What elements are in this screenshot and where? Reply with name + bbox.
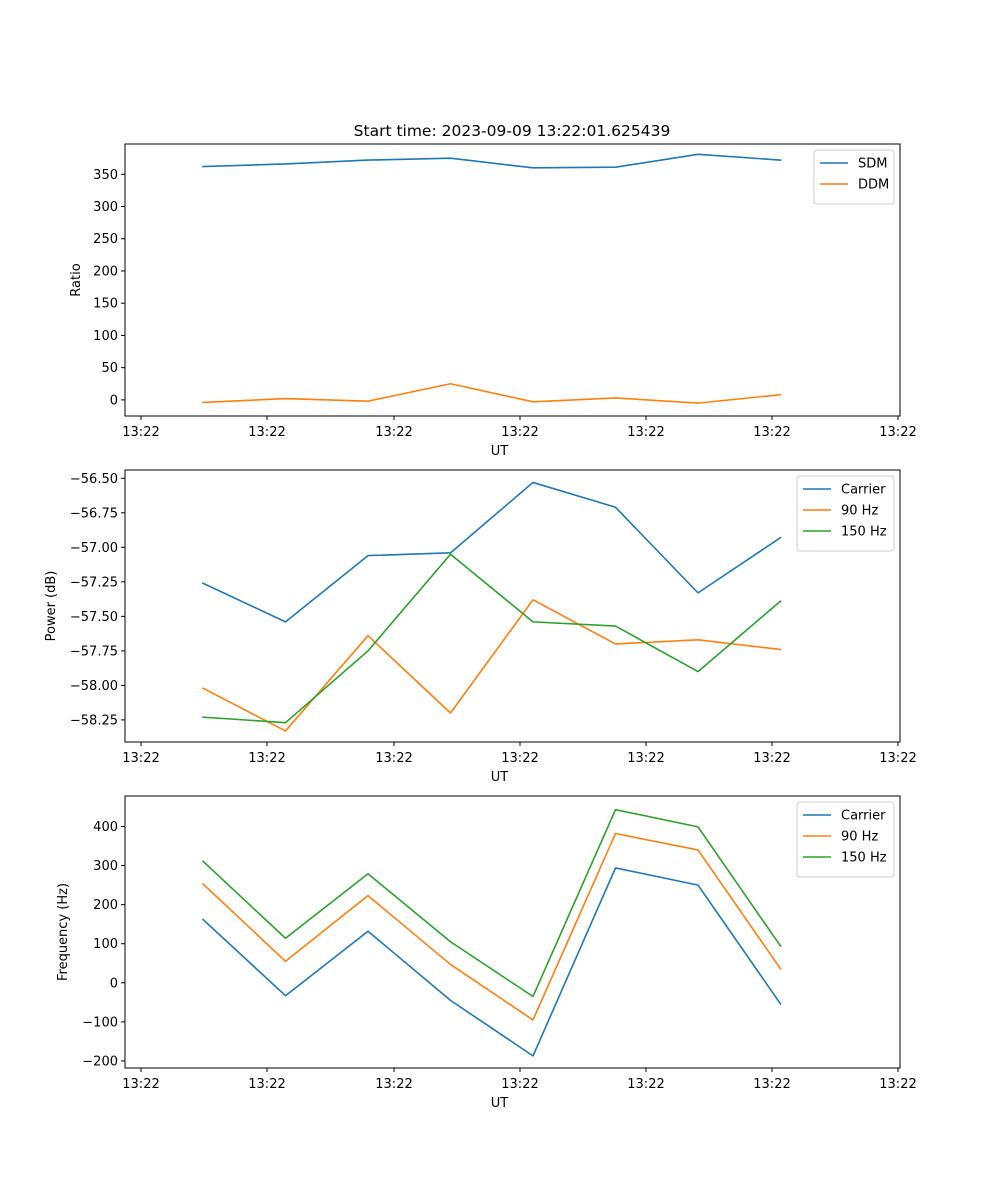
legend-label: 150 Hz: [841, 525, 887, 540]
x-tick-label: 13:22: [122, 425, 159, 440]
y-tick-label: −200: [82, 1054, 118, 1069]
x-tick-label: 13:22: [501, 425, 538, 440]
x-tick-label: 13:22: [501, 751, 538, 766]
y-tick-label: 200: [93, 264, 118, 279]
legend-label: 90 Hz: [841, 830, 878, 845]
legend-box: [796, 801, 895, 878]
chart-1: 0 50 100 150 200 250 300 350 13:22 13:22 13:22 13:2…: [69, 143, 917, 459]
y-tick-label: −57.50: [70, 610, 118, 625]
series-line-90-hz: [201, 832, 782, 1021]
y-tick-label: 350: [93, 168, 118, 183]
y-tick-label: 100: [93, 937, 118, 952]
x-tick-label: 13:22: [375, 1077, 412, 1092]
y-tick-label: 100: [93, 329, 118, 344]
series-line-150-hz: [202, 553, 782, 724]
x-tick-label: 13:22: [375, 751, 412, 766]
x-tick-label: 13:22: [248, 1077, 285, 1092]
x-tick-label: 13:22: [627, 1077, 664, 1092]
plot-area: [124, 143, 901, 417]
x-tick-label: 13:22: [879, 751, 916, 766]
y-tick-label: 200: [93, 898, 118, 913]
legend: Carrier 90 Hz 150 Hz: [796, 475, 895, 552]
series-line-carrier: [201, 481, 782, 623]
plot-area: [124, 469, 901, 743]
legend-label: 90 Hz: [841, 504, 878, 519]
chart-2: −58.25 −58.00 −57.75 −57.50 −57.25 −57.00 −56.…: [44, 469, 917, 785]
y-tick-label: 300: [93, 859, 118, 874]
legend-label: 150 Hz: [841, 851, 887, 866]
y-tick-label: −100: [82, 1015, 118, 1030]
y-axis-label: Power (dB): [44, 571, 59, 642]
x-tick-label: 13:22: [753, 1077, 790, 1092]
legend-box: [796, 475, 895, 552]
y-axis-label: Ratio: [69, 263, 84, 296]
y-tick-label: 0: [110, 976, 118, 991]
x-axis-label: UT: [491, 1096, 509, 1111]
y-tick-label: −56.75: [70, 506, 118, 521]
legend-label: DDM: [858, 178, 889, 193]
y-tick-label: −57.25: [70, 575, 118, 590]
x-tick-label: 13:22: [879, 1077, 916, 1092]
legend-label: SDM: [858, 157, 887, 172]
y-tick-label: 300: [93, 200, 118, 215]
y-tick-label: −57.00: [70, 541, 118, 556]
x-axis-label: UT: [491, 770, 509, 785]
y-tick-label: 400: [93, 820, 118, 835]
x-tick-label: 13:22: [375, 425, 412, 440]
y-tick-label: 50: [101, 361, 118, 376]
series-line-carrier: [201, 867, 782, 1057]
legend-label: Carrier: [841, 483, 886, 498]
y-tick-label: −56.50: [70, 472, 118, 487]
y-tick-label: 0: [110, 393, 118, 408]
legend: Carrier 90 Hz 150 Hz: [796, 801, 895, 878]
x-tick-label: 13:22: [248, 425, 285, 440]
y-tick-label: 250: [93, 232, 118, 247]
x-tick-label: 13:22: [627, 425, 664, 440]
y-tick-label: −58.25: [70, 713, 118, 728]
legend: SDM DDM: [813, 149, 895, 205]
y-tick-label: 150: [93, 297, 118, 312]
x-tick-label: 13:22: [879, 425, 916, 440]
legend-label: Carrier: [841, 809, 886, 824]
x-tick-label: 13:22: [753, 751, 790, 766]
x-tick-label: 13:22: [501, 1077, 538, 1092]
x-tick-label: 13:22: [627, 751, 664, 766]
series-line-150-hz: [201, 808, 782, 998]
y-tick-label: −57.75: [70, 644, 118, 659]
figure-title: Start time: 2023-09-09 13:22:01.625439: [354, 122, 671, 140]
x-tick-label: 13:22: [248, 751, 285, 766]
chart-3: −200 −100 0 100 200 300 400 13:22 13:22 13:22 13:2…: [56, 795, 917, 1111]
x-tick-label: 13:22: [122, 1077, 159, 1092]
y-tick-label: −58.00: [70, 679, 118, 694]
x-tick-label: 13:22: [753, 425, 790, 440]
plot-area: [124, 795, 901, 1069]
x-axis-label: UT: [491, 444, 509, 459]
series-line-sdm: [202, 153, 782, 169]
series-line-ddm: [202, 382, 782, 404]
x-tick-label: 13:22: [122, 751, 159, 766]
charts-container: 0 50 100 150 200 250 300 350 13:22 13:22 13:22 13:2…: [44, 143, 917, 1111]
series-line-90-hz: [201, 598, 782, 732]
y-axis-label: Frequency (Hz): [56, 883, 71, 981]
